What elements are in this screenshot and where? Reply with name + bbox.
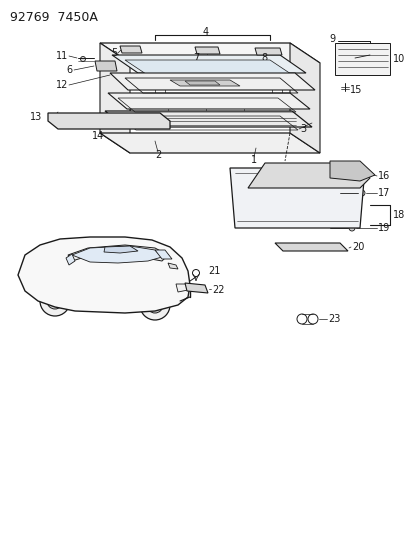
- Polygon shape: [100, 43, 130, 153]
- Text: 16: 16: [377, 171, 389, 181]
- Polygon shape: [108, 93, 309, 109]
- Polygon shape: [154, 250, 171, 259]
- Polygon shape: [176, 284, 188, 292]
- Polygon shape: [72, 246, 161, 263]
- Text: 6: 6: [67, 65, 73, 75]
- Polygon shape: [68, 245, 168, 261]
- Text: 22: 22: [211, 285, 224, 295]
- Polygon shape: [230, 168, 364, 228]
- Polygon shape: [247, 163, 369, 188]
- Text: 92769  7450A: 92769 7450A: [10, 11, 97, 24]
- Text: 14: 14: [92, 131, 104, 141]
- Text: 23: 23: [327, 314, 339, 324]
- Circle shape: [40, 286, 70, 316]
- Text: 10: 10: [392, 54, 404, 64]
- Polygon shape: [18, 237, 190, 313]
- Polygon shape: [185, 283, 207, 293]
- Polygon shape: [168, 263, 178, 269]
- Text: 8: 8: [260, 53, 266, 63]
- Polygon shape: [195, 47, 219, 54]
- Text: 11: 11: [56, 51, 68, 61]
- Text: 9: 9: [329, 34, 335, 44]
- Text: 21: 21: [207, 266, 220, 276]
- Circle shape: [80, 56, 85, 61]
- Polygon shape: [254, 48, 281, 55]
- Text: 20: 20: [351, 242, 363, 252]
- Text: 4: 4: [202, 27, 209, 37]
- Polygon shape: [274, 243, 347, 251]
- Text: 19: 19: [377, 223, 389, 233]
- Polygon shape: [120, 46, 142, 53]
- Polygon shape: [48, 113, 170, 129]
- Text: 13: 13: [30, 112, 42, 122]
- Polygon shape: [170, 80, 240, 86]
- Polygon shape: [104, 246, 138, 253]
- Text: 17: 17: [377, 188, 389, 198]
- Polygon shape: [66, 254, 75, 265]
- Polygon shape: [100, 43, 319, 63]
- Text: 5: 5: [111, 48, 117, 58]
- Text: 7: 7: [192, 53, 199, 63]
- Text: 3: 3: [299, 124, 305, 134]
- Circle shape: [147, 297, 163, 313]
- Circle shape: [358, 190, 364, 196]
- Polygon shape: [125, 60, 293, 76]
- Text: 12: 12: [55, 80, 68, 90]
- Text: 15: 15: [349, 85, 361, 95]
- Text: 1: 1: [250, 155, 256, 165]
- Polygon shape: [289, 43, 319, 153]
- Text: 2: 2: [154, 150, 161, 160]
- Circle shape: [140, 290, 170, 320]
- Polygon shape: [112, 55, 305, 73]
- Polygon shape: [334, 43, 389, 75]
- Text: 18: 18: [392, 210, 404, 220]
- Circle shape: [348, 225, 354, 231]
- Polygon shape: [185, 81, 219, 85]
- Polygon shape: [105, 111, 311, 127]
- Polygon shape: [110, 73, 314, 90]
- Circle shape: [47, 293, 63, 309]
- Polygon shape: [100, 133, 319, 153]
- Polygon shape: [329, 161, 374, 181]
- Polygon shape: [95, 61, 117, 71]
